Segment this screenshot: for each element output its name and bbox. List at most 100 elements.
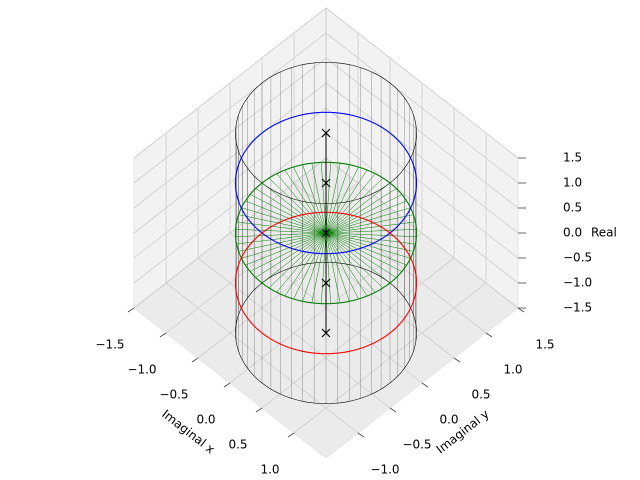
disk-spoke xyxy=(325,214,414,234)
tick-mark xyxy=(159,332,167,338)
z-tick-label: −0.5 xyxy=(563,251,592,265)
disk-spoke xyxy=(276,173,327,234)
disk-spoke xyxy=(268,232,327,289)
tick-mark xyxy=(191,357,199,363)
disk-spoke xyxy=(325,232,384,289)
disk-spoke xyxy=(325,232,397,278)
tick-mark xyxy=(389,407,397,413)
z-tick-label: −1.5 xyxy=(563,301,592,315)
disk-spoke xyxy=(325,232,341,303)
circle xyxy=(234,111,418,255)
disk-spoke xyxy=(238,214,327,234)
disk-spoke xyxy=(325,169,368,234)
grid-line xyxy=(133,82,327,234)
marker xyxy=(321,328,331,338)
disk-spoke xyxy=(325,164,350,234)
z-tick-label: 1.5 xyxy=(563,151,582,165)
tick-mark xyxy=(223,382,231,388)
z-axis-label: Real xyxy=(591,226,617,240)
disk-spoke xyxy=(325,232,350,302)
disk-spoke xyxy=(325,173,376,234)
disk-spoke xyxy=(325,232,391,284)
cylinder-rim xyxy=(235,61,417,205)
grid-line xyxy=(133,32,327,184)
grid-line xyxy=(197,257,391,409)
disk-spoke xyxy=(238,232,327,252)
disk-spoke xyxy=(325,166,359,234)
grid-line xyxy=(325,132,519,284)
disk-spoke xyxy=(325,188,397,234)
disk-spoke xyxy=(325,182,391,234)
grid-line xyxy=(325,7,519,159)
disk-spoke xyxy=(325,232,417,237)
grid-line xyxy=(261,207,455,359)
disk-spoke xyxy=(249,194,327,234)
grid-line xyxy=(325,57,519,209)
x-tick-label: 0.0 xyxy=(196,413,215,427)
grid-line xyxy=(133,157,327,309)
disk-spoke xyxy=(293,232,327,300)
disk-spoke xyxy=(293,166,327,234)
disk-spoke xyxy=(325,232,414,252)
grid-line xyxy=(325,82,519,234)
y-tick-label: 1.5 xyxy=(535,338,554,352)
disk-spoke xyxy=(268,177,327,234)
x-tick-label: −0.5 xyxy=(159,388,188,402)
disk-spoke xyxy=(325,200,407,234)
tick-mark xyxy=(287,432,295,438)
disk-spoke xyxy=(325,194,403,234)
z-tick-label: 0.0 xyxy=(563,226,582,240)
y-tick-label: 1.0 xyxy=(503,363,522,377)
disk-spoke xyxy=(325,232,368,297)
x-tick-label: −1.0 xyxy=(127,363,156,377)
grid-line xyxy=(325,107,519,259)
tick-mark xyxy=(421,382,429,388)
tick-mark xyxy=(453,357,461,363)
disk-spoke xyxy=(261,182,327,234)
z-tick-label: 1.0 xyxy=(563,176,582,190)
circle xyxy=(234,211,418,355)
disk-spoke xyxy=(235,229,327,234)
disk-spoke xyxy=(284,169,327,234)
z-tick-label: 0.5 xyxy=(563,201,582,215)
x-tick-label: 1.0 xyxy=(260,463,279,477)
disk-spoke xyxy=(325,229,417,234)
grid-line xyxy=(133,107,327,259)
circle xyxy=(234,161,418,305)
grid-line xyxy=(325,157,519,309)
disk-spoke xyxy=(302,164,327,234)
disk-spoke xyxy=(325,232,407,266)
disk-spoke xyxy=(325,177,384,234)
tick-mark xyxy=(127,307,135,313)
disk-spoke xyxy=(284,232,327,297)
disk-spoke xyxy=(235,232,327,237)
z-tick-label: −1.0 xyxy=(563,276,592,290)
disk-spoke xyxy=(321,232,327,304)
disk-spoke xyxy=(255,188,327,234)
tick-mark xyxy=(357,432,365,438)
y-tick-label: −0.5 xyxy=(402,438,431,452)
marker xyxy=(321,128,331,138)
tick-mark xyxy=(517,307,525,313)
disk-spoke xyxy=(325,232,331,304)
disk-spoke xyxy=(321,162,327,234)
grid-line xyxy=(325,32,519,184)
disk-spoke xyxy=(311,163,327,234)
tick-mark xyxy=(255,407,263,413)
disk-spoke xyxy=(245,200,327,234)
disk-spoke xyxy=(276,232,327,293)
disk-spoke xyxy=(325,162,331,234)
disk-spoke xyxy=(245,232,327,266)
grid-line xyxy=(133,57,327,209)
disk-spoke xyxy=(325,232,359,300)
disk-spoke xyxy=(325,163,341,234)
marker xyxy=(321,278,331,288)
disk-spoke xyxy=(325,232,376,293)
disk-spoke xyxy=(302,232,327,302)
marker xyxy=(321,228,331,238)
y-tick-label: −1.0 xyxy=(370,463,399,477)
x-tick-label: −1.5 xyxy=(95,338,124,352)
disk-spoke xyxy=(255,232,327,278)
y-tick-label: 0.0 xyxy=(439,413,458,427)
